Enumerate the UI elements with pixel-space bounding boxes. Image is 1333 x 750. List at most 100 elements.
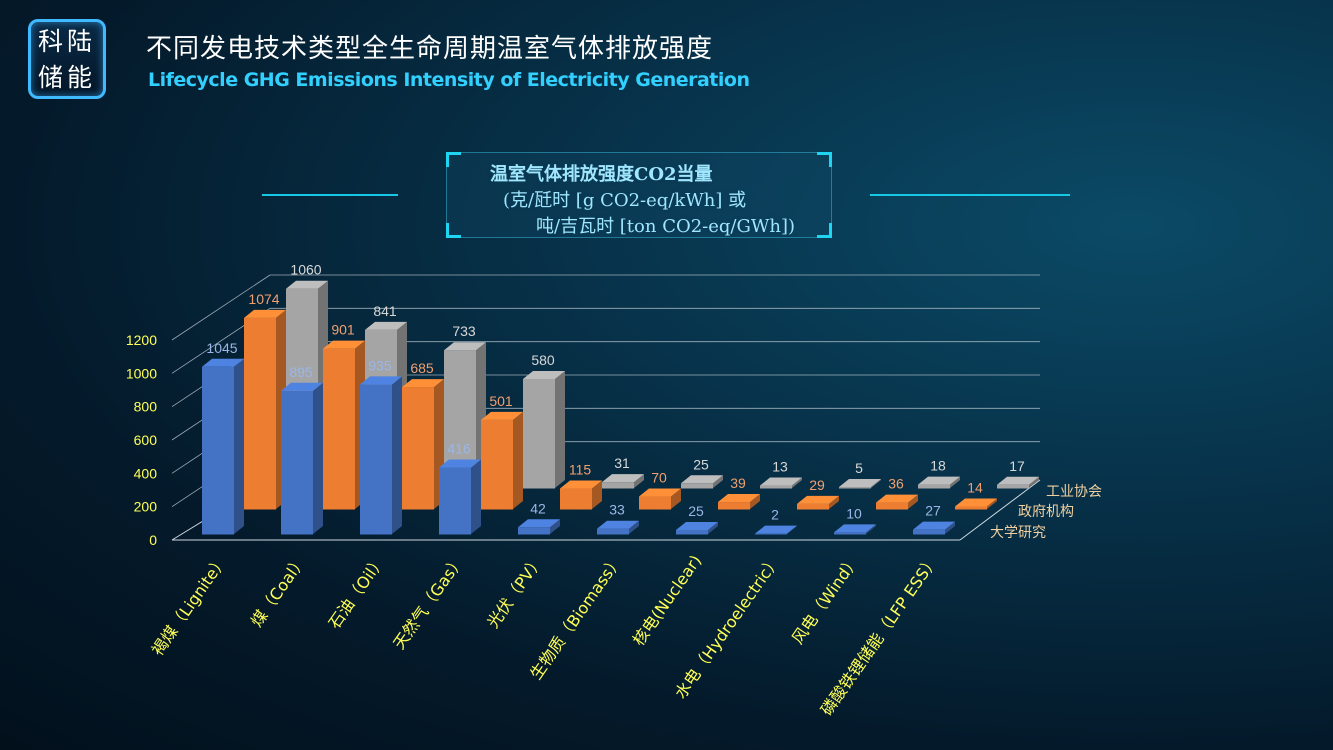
bar-top-2-1: [365, 321, 407, 330]
bar-top-0-4: [518, 519, 560, 528]
bar-side-2-7: [871, 479, 881, 488]
bar-0-1: [281, 390, 313, 535]
bar-side-1-8: [908, 494, 918, 509]
category-label: 天然气（Gas）: [389, 551, 468, 652]
bar-top-2-7: [839, 479, 881, 488]
bar-0-9: [913, 529, 945, 535]
y-tick-label: 600: [134, 432, 158, 448]
y-tick-label: 0: [149, 532, 157, 548]
bar-0-3: [439, 467, 471, 535]
category-label: 石油（Oil）: [325, 551, 390, 632]
bar-top-1-9: [955, 498, 997, 507]
bar-2-3: [523, 378, 555, 489]
data-label: 685: [410, 360, 434, 376]
bar-0-6: [676, 530, 708, 535]
bar-side-0-1: [313, 382, 323, 534]
chart-subtitle-line1: 温室气体排放强度CO2当量: [490, 164, 713, 185]
category-label: 煤（Coal）: [247, 551, 310, 630]
bar-side-2-3: [555, 370, 565, 488]
data-label: 2: [771, 507, 779, 523]
bar-side-0-3: [471, 459, 481, 534]
data-label: 31: [614, 455, 630, 471]
bar-top-1-0: [244, 309, 286, 318]
data-label: 841: [373, 303, 397, 319]
data-label: 1060: [290, 262, 321, 278]
series-label: 政府机构: [1018, 504, 1074, 520]
category-label: 生物质（Biomass）: [526, 551, 626, 683]
bar-side-0-2: [392, 376, 402, 534]
bar-top-2-2: [444, 342, 486, 351]
bar-top-1-5: [639, 488, 681, 497]
data-label: 5: [855, 460, 863, 476]
bar-0-4: [518, 527, 550, 535]
page-title: 不同发电技术类型全生命周期温室气体排放强度: [146, 34, 714, 64]
data-label: 895: [289, 364, 313, 380]
bar-top-1-8: [876, 494, 918, 503]
bar-2-6: [760, 485, 792, 489]
bar-top-0-1: [281, 382, 323, 391]
data-label: 10: [846, 505, 862, 521]
category-label: 褐煤（Lignite）: [148, 551, 231, 659]
y-tick-label: 1200: [126, 332, 157, 348]
data-label: 115: [569, 462, 592, 478]
series-label: 大学研究: [990, 525, 1046, 541]
series-label: 工业协会: [1046, 484, 1102, 500]
data-label: 501: [489, 393, 513, 409]
floor-right-edge: [959, 479, 1041, 541]
bar-side-0-5: [629, 520, 639, 534]
data-label: 1045: [206, 340, 237, 356]
category-label: 核电(Nuclear): [629, 551, 705, 649]
bar-top-2-9: [997, 476, 1039, 485]
bar-2-9: [997, 484, 1029, 489]
page-title-english: Lifecycle GHG Emissions Intensity of Ele…: [148, 69, 750, 91]
bar-2-5: [681, 483, 713, 489]
bar-2-8: [918, 484, 950, 489]
data-label: 33: [609, 502, 625, 518]
data-label: 1074: [248, 291, 279, 307]
bar-1-6: [718, 502, 750, 510]
data-label: 39: [730, 475, 746, 491]
bar-side-0-6: [708, 522, 718, 534]
bar-0-0: [202, 366, 234, 535]
bar-1-7: [797, 503, 829, 510]
data-label: 416: [447, 440, 471, 456]
bar-top-2-5: [681, 475, 723, 484]
data-label: 42: [530, 500, 546, 516]
bar-1-9: [955, 506, 987, 510]
data-label: 70: [651, 470, 667, 486]
bar-2-7: [839, 487, 871, 489]
gridline-side: [171, 274, 271, 341]
bar-side-1-4: [592, 480, 602, 509]
bar-1-0: [244, 317, 276, 510]
bar-0-5: [597, 528, 629, 535]
bar-top-1-2: [402, 379, 444, 388]
bar-side-1-6: [750, 494, 760, 509]
category-label: 风电（Wind）: [788, 551, 863, 647]
y-tick-label: 1000: [126, 365, 157, 381]
subtitle-frame: [446, 152, 832, 238]
bar-side-1-7: [829, 495, 839, 509]
bar-side-0-8: [866, 524, 876, 534]
bar-side-2-8: [950, 476, 960, 488]
logo-line1: 科陆: [37, 27, 96, 56]
bar-side-1-3: [513, 411, 523, 509]
bar-top-2-8: [918, 476, 960, 485]
bar-top-1-4: [560, 480, 602, 489]
data-label: 733: [452, 323, 476, 339]
logo-line2: 储能: [37, 63, 96, 92]
bar-top-1-7: [797, 495, 839, 504]
bar-top-0-2: [360, 376, 402, 385]
data-label: 580: [531, 352, 555, 368]
category-label: 光伏（PV）: [483, 551, 547, 631]
data-label: 25: [693, 456, 709, 472]
data-label: 935: [368, 357, 392, 373]
bar-0-7: [755, 533, 787, 535]
subtitle-decor-line-right: [870, 194, 1070, 196]
data-label: 14: [967, 480, 983, 496]
bar-side-0-7: [787, 525, 797, 534]
bar-top-0-3: [439, 459, 481, 468]
bar-1-3: [481, 419, 513, 510]
bar-1-1: [323, 348, 355, 510]
bar-1-2: [402, 387, 434, 510]
